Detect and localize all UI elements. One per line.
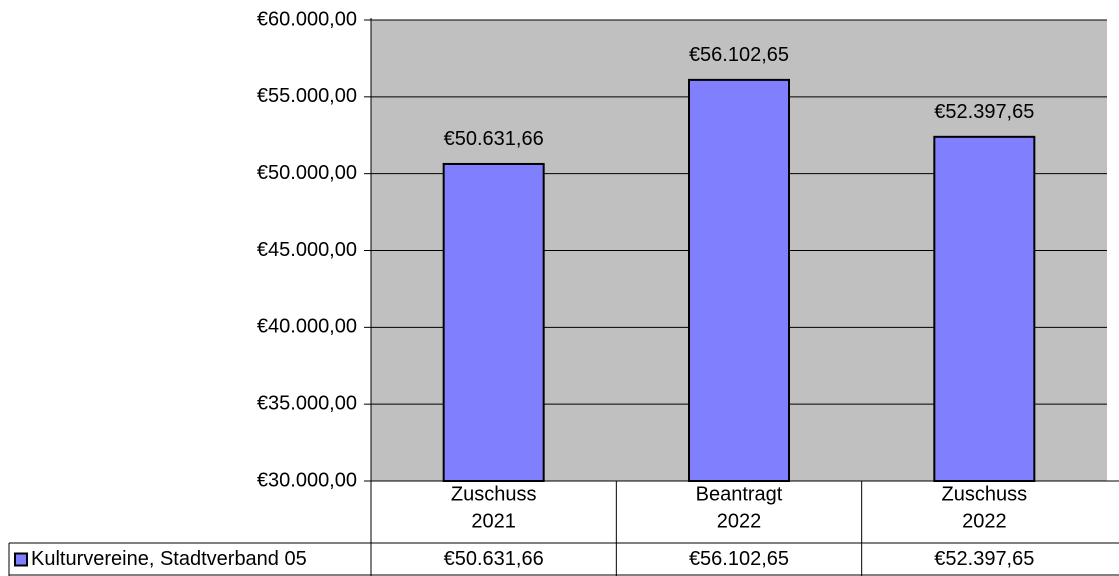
x-tick-label: Zuschuss [451, 483, 537, 505]
x-tick-label: Beantragt [696, 483, 783, 505]
legend-swatch [14, 552, 28, 567]
x-tick-label: Zuschuss [942, 483, 1028, 505]
bar [933, 135, 1036, 482]
y-tick-label: €30.000,00 [257, 469, 357, 491]
table-value: €50.631,66 [444, 548, 544, 570]
table-value: €56.102,65 [689, 548, 789, 570]
y-tick-label: €40.000,00 [257, 316, 357, 338]
y-tick-label: €35.000,00 [257, 392, 357, 414]
y-tick-label: €50.000,00 [257, 162, 357, 184]
bar [688, 78, 790, 482]
data-label: €56.102,65 [689, 44, 789, 66]
x-tick-label: 2021 [471, 510, 516, 532]
bar [442, 162, 545, 483]
table-value: €52.397,65 [934, 548, 1034, 570]
data-label: €50.631,66 [444, 128, 544, 150]
x-tick-label: 2022 [717, 510, 762, 532]
y-tick-label: €45.000,00 [257, 239, 357, 261]
x-tick-label: 2022 [962, 510, 1007, 532]
y-tick-label: €60.000,00 [257, 8, 357, 30]
data-label: €52.397,65 [934, 101, 1034, 123]
y-tick-label: €55.000,00 [257, 85, 357, 107]
legend-series-name: Kulturvereine, Stadtverband 05 [31, 548, 307, 570]
